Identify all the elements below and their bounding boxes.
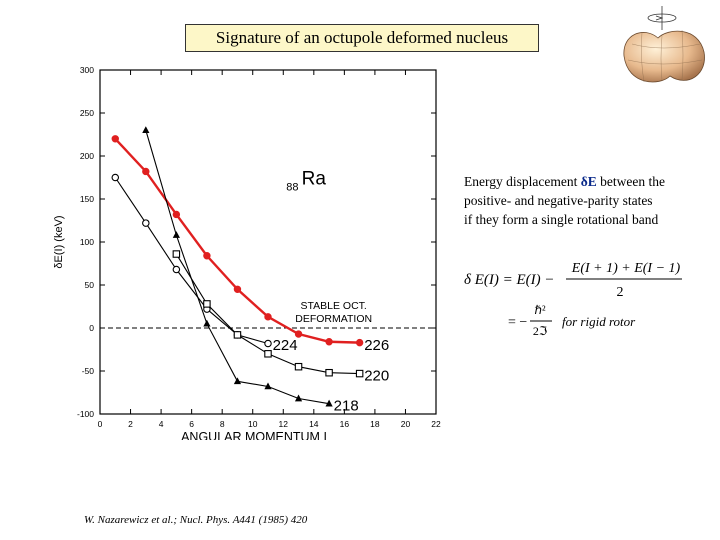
data-point-226 (264, 313, 272, 321)
data-point-226 (233, 285, 242, 294)
y-tick-label: 150 (80, 194, 94, 204)
data-point-224 (172, 265, 181, 274)
y-tick-label: 300 (80, 65, 94, 75)
octupole-energy-displacement-chart: 300 250 200 150 100 50 0 -50 -100 0 2 4 6 8 10 12 14 16 18… (53, 65, 441, 440)
data-point-226 (294, 330, 303, 338)
description-line2: positive- and negative-parity states (464, 193, 653, 208)
description-prefix: Energy displacement (464, 174, 581, 189)
data-point-220 (264, 350, 272, 358)
formula-moment-of-inertia: 2ℑ (533, 324, 547, 338)
series-label-226: 226 (364, 337, 389, 354)
formula-numerator: E(I + 1) + E(I − 1) (571, 261, 681, 276)
data-point-218 (172, 231, 180, 238)
data-point-224 (264, 339, 272, 348)
x-axis-label: ANGULAR MOMENTUM I (181, 430, 327, 440)
data-point-218 (294, 394, 303, 402)
slide-title: Signature of an octupole deformed nucleu… (185, 24, 539, 52)
series-line-224 (114, 177, 269, 345)
description-line3: if they form a single rotational band (464, 212, 659, 227)
data-point-218 (264, 382, 272, 390)
series-label-220: 220 (364, 367, 389, 384)
x-tick-label: 6 (189, 419, 194, 429)
x-tick-label: 16 (340, 419, 350, 429)
y-tick-label: -100 (77, 409, 94, 419)
x-tick-label: 2 (128, 419, 133, 429)
y-tick-label: 100 (80, 237, 94, 247)
y-tick-label: 50 (85, 280, 95, 290)
x-tick-label: 18 (370, 419, 380, 429)
data-point-218 (203, 319, 211, 327)
data-point-226 (111, 135, 119, 143)
data-point-220 (233, 331, 242, 339)
data-point-218 (233, 377, 242, 385)
data-point-218 (142, 126, 150, 133)
data-point-224 (111, 173, 120, 182)
data-point-220 (294, 362, 303, 371)
data-point-218 (325, 399, 333, 407)
element-mass-prefix: 88 (286, 181, 298, 193)
y-tick-label: 200 (80, 151, 94, 161)
plot-frame (99, 69, 437, 415)
data-point-226 (142, 167, 150, 176)
delta-e-formula: δ E(I) = E(I) − E(I + 1) + E(I − 1) 2 = … (464, 261, 682, 338)
data-point-220 (203, 300, 211, 308)
data-point-220 (325, 368, 333, 377)
element-symbol: Ra (302, 168, 327, 189)
description-line1-rest: between the (596, 174, 665, 189)
formula-lhs: δ E(I) = E(I) − (464, 272, 555, 288)
formula-approx-lhs: = − (508, 315, 527, 330)
series-label-218: 218 (334, 397, 359, 414)
x-tick-label: 20 (401, 419, 411, 429)
data-point-224 (142, 219, 150, 227)
x-tick-label: 4 (159, 419, 164, 429)
x-tick-label: 0 (98, 419, 103, 429)
x-tick-label: 14 (309, 419, 319, 429)
x-tick-label: 10 (248, 419, 258, 429)
stable-deformation-annotation: STABLE OCT. (301, 300, 367, 312)
data-point-226 (172, 210, 181, 219)
data-point-226 (325, 338, 333, 346)
citation: W. Nazarewicz et al.; Nucl. Phys. A441 (… (84, 514, 308, 526)
formula-condition: for rigid rotor (562, 314, 636, 329)
data-point-226 (355, 338, 364, 347)
y-axis-label: δE(I) (keV) (53, 215, 65, 268)
x-tick-label: 22 (431, 419, 441, 429)
y-tick-label: 0 (89, 323, 94, 333)
y-tick-label: -50 (82, 366, 95, 376)
data-point-220 (355, 369, 364, 378)
data-point-220 (172, 250, 181, 258)
delta-e-symbol: δE (580, 174, 597, 189)
formula-denominator: 2 (617, 285, 624, 300)
x-tick-label: 8 (220, 419, 225, 429)
octupole-nucleus-icon (623, 6, 705, 83)
formula-hbar-squared: ℏ² (534, 303, 546, 317)
series-label-224: 224 (273, 337, 298, 354)
stable-deformation-annotation: DEFORMATION (295, 313, 372, 325)
y-tick-label: 250 (80, 108, 94, 118)
energy-displacement-description: Energy displacement δE between the posit… (464, 172, 714, 229)
x-tick-label: 12 (279, 419, 289, 429)
data-point-226 (203, 252, 211, 260)
